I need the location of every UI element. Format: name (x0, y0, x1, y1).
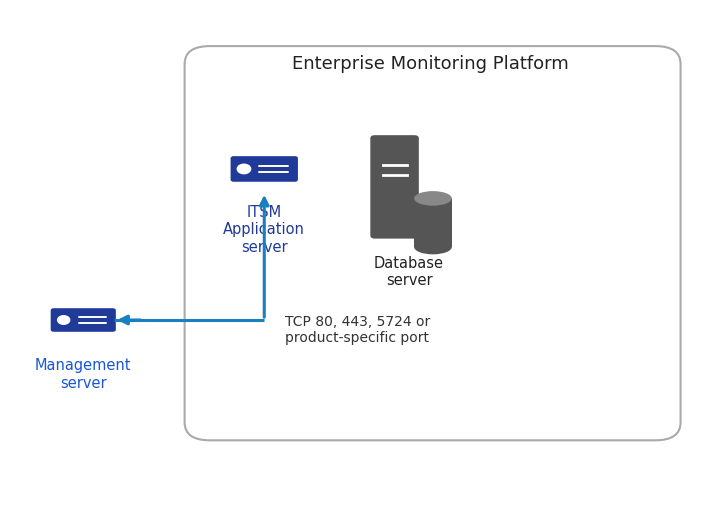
Text: Database
server: Database server (374, 256, 444, 288)
Circle shape (58, 316, 70, 324)
Circle shape (237, 164, 251, 174)
Text: Management
server: Management server (35, 358, 132, 391)
Text: TCP 80, 443, 5724 or
product-specific port: TCP 80, 443, 5724 or product-specific po… (285, 315, 430, 345)
Text: Enterprise Monitoring Platform: Enterprise Monitoring Platform (292, 55, 569, 73)
FancyBboxPatch shape (51, 308, 116, 332)
Text: ITSM
Application
server: ITSM Application server (223, 205, 306, 254)
Ellipse shape (414, 240, 452, 254)
FancyBboxPatch shape (230, 156, 298, 182)
FancyBboxPatch shape (414, 199, 452, 247)
FancyBboxPatch shape (370, 135, 418, 239)
Ellipse shape (414, 191, 452, 206)
FancyBboxPatch shape (185, 46, 681, 440)
